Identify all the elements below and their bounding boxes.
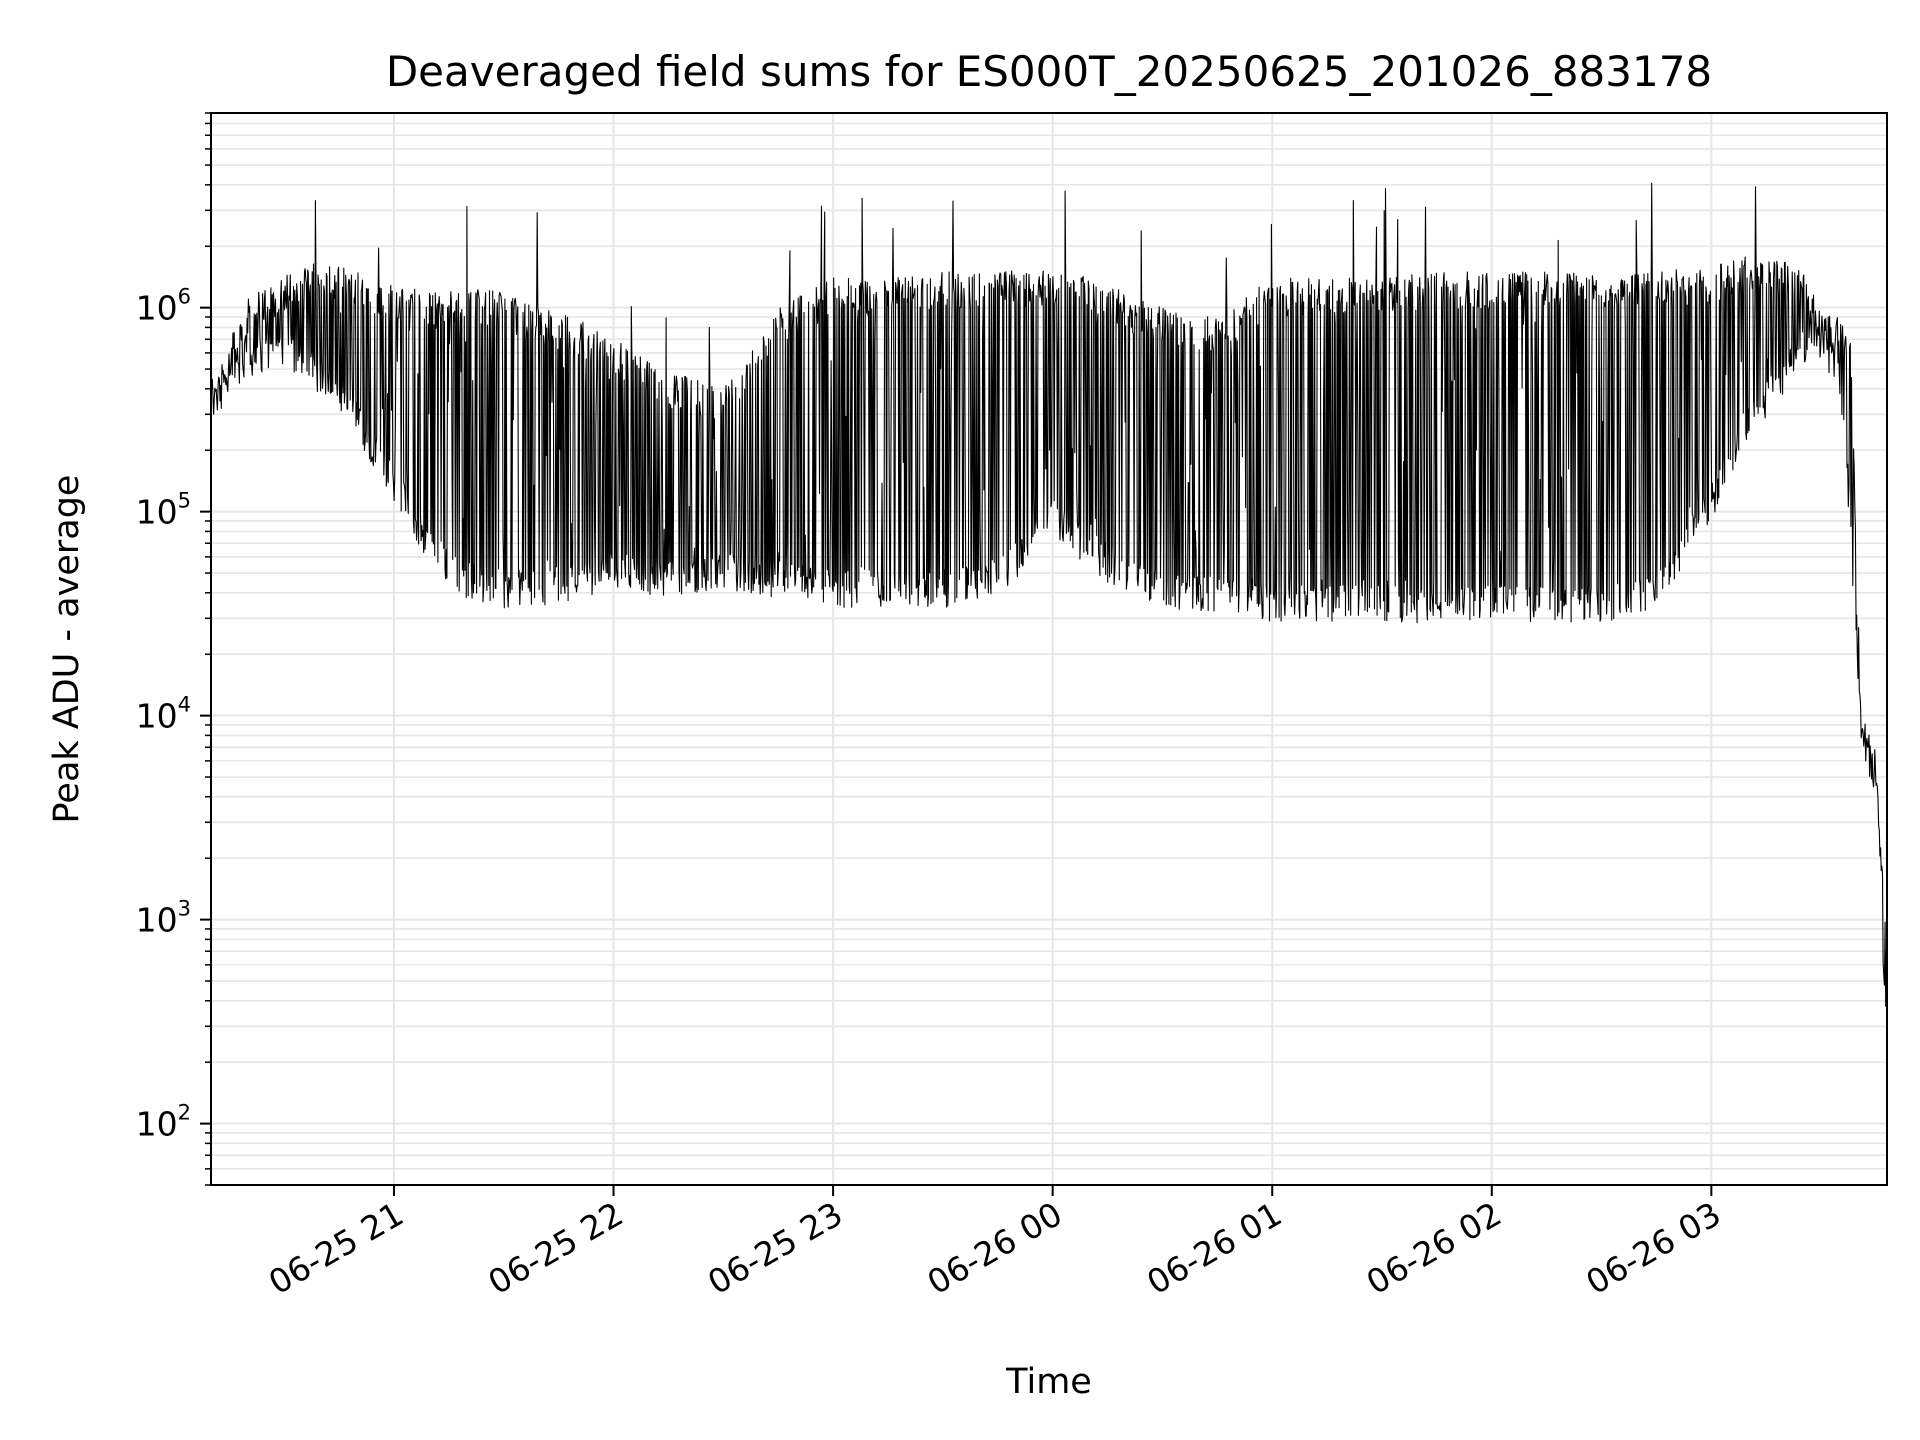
y-tick-label: 105 xyxy=(136,489,191,532)
y-tick-label: 104 xyxy=(136,693,191,736)
y-tick-label: 102 xyxy=(136,1101,191,1144)
series-group xyxy=(210,182,1888,1051)
plot-frame xyxy=(210,112,1888,1186)
x-axis-label: Time xyxy=(1005,1362,1092,1402)
y-tick-label: 103 xyxy=(136,897,191,940)
y-axis-label: Peak ADU - average xyxy=(47,475,87,824)
y-tick-label: 106 xyxy=(136,285,191,328)
series-line xyxy=(210,182,1888,1051)
chart-title: Deaveraged field sums for ES000T_2025062… xyxy=(386,47,1712,96)
